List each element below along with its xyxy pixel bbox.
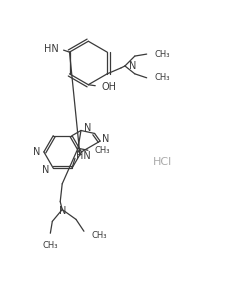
Text: OH: OH	[101, 82, 116, 92]
Text: CH₃: CH₃	[155, 50, 170, 58]
Text: HCl: HCl	[153, 157, 172, 167]
Text: HN: HN	[44, 44, 59, 54]
Text: CH₃: CH₃	[92, 231, 107, 240]
Text: HN: HN	[76, 151, 91, 161]
Text: N: N	[58, 206, 66, 217]
Text: N: N	[129, 61, 136, 71]
Text: CH₃: CH₃	[43, 241, 58, 250]
Text: CH₃: CH₃	[155, 73, 170, 82]
Text: N: N	[84, 122, 91, 132]
Text: N: N	[33, 147, 40, 157]
Text: N: N	[102, 134, 109, 144]
Text: CH₃: CH₃	[95, 146, 110, 155]
Text: N: N	[42, 165, 49, 175]
